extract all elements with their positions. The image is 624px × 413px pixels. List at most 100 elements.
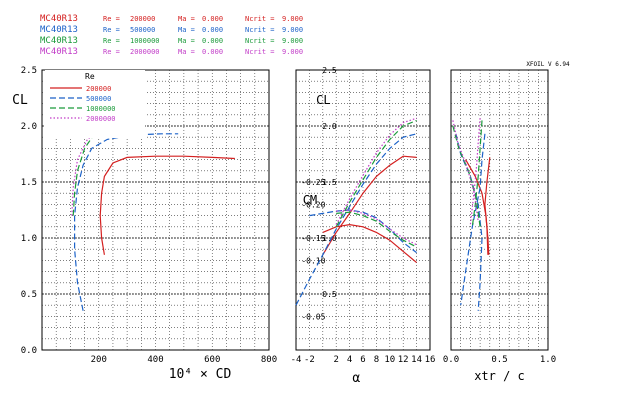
y-tick-label: 0.0 <box>21 346 37 356</box>
header-re-label: Re = <box>103 37 120 45</box>
legend-title: Re <box>85 72 95 81</box>
cm-curve-1000000 <box>336 211 417 248</box>
x-tick-label: 10 <box>384 355 395 365</box>
cl-axis-label: CL <box>316 93 330 107</box>
header-re-value: 500000 <box>130 26 155 34</box>
y-tick-label: 2.0 <box>21 122 37 132</box>
legend-entry: 500000 <box>86 95 111 103</box>
cl-curve-2000000 <box>335 117 417 225</box>
header-airfoil: MC40R13 <box>40 36 78 46</box>
header-ncrit-value: 9.000 <box>282 37 303 45</box>
header-ncrit-value: 9.000 <box>282 48 303 56</box>
x-tick-label: -4 <box>291 355 302 365</box>
header-ncrit-value: 9.000 <box>282 15 303 23</box>
header-ma-value: 0.000 <box>202 15 223 23</box>
cm-tick-label: -0.15 <box>301 234 325 243</box>
run-header: MC40R13 Re = 200000 Ma = 0.000 Ncrit = 9.000 MC… <box>40 14 303 57</box>
x-tick-label: 12 <box>398 355 409 365</box>
legend-entry: 1000000 <box>86 105 116 113</box>
cl-tick-label: 2.0 <box>322 122 337 131</box>
x-tick-label: 14 <box>411 355 422 365</box>
header-ma-label: Ma = <box>178 15 195 23</box>
gridlines <box>451 70 548 350</box>
cl-tick-label: 0.5 <box>322 290 337 299</box>
x-tick-label: 1.0 <box>540 355 556 365</box>
cm-curve-2000000 <box>336 209 417 246</box>
cl-tick-label: 2.5 <box>322 66 337 75</box>
header-ncrit-label: Ncrit = <box>245 48 275 56</box>
legend-box <box>45 70 145 138</box>
header-airfoil: MC40R13 <box>40 14 78 24</box>
x-tick-label: 0.5 <box>491 355 507 365</box>
y-axis-label: CL <box>12 93 28 108</box>
cm-tick-label: -0.25 <box>301 178 325 187</box>
y-tick-label: 1.0 <box>21 234 37 244</box>
cl-curve-200000 <box>322 155 417 256</box>
x-tick-label: 8 <box>374 355 379 365</box>
x-tick-label: 600 <box>204 355 220 365</box>
x-axis-label: xtr / c <box>474 369 525 383</box>
header-re-label: Re = <box>103 48 120 56</box>
transition-lower-2000000 <box>469 118 481 225</box>
cl-tick-label: 1.0 <box>322 234 337 243</box>
transition-lower-500000 <box>460 133 486 306</box>
header-ncrit-label: Ncrit = <box>245 37 275 45</box>
polar-curve-1000000 <box>72 119 133 216</box>
x-tick-label: 2 <box>333 355 338 365</box>
header-re-value: 2000000 <box>130 48 160 56</box>
gridlines <box>42 70 269 350</box>
polar-curve-2000000 <box>71 118 128 216</box>
cl-tick-label: 1.5 <box>322 178 337 187</box>
transition-lower-200000 <box>484 157 491 255</box>
header-re-label: Re = <box>103 15 120 23</box>
y-tick-label: 0.5 <box>21 290 37 300</box>
header-re-value: 1000000 <box>130 37 160 45</box>
transition-upper-200000 <box>465 159 490 255</box>
y-tick-label: 1.5 <box>21 178 37 188</box>
header-ma-label: Ma = <box>178 26 195 34</box>
header-ma-label: Ma = <box>178 48 195 56</box>
x-axis-label: 10⁴ × CD <box>169 367 232 382</box>
transition-upper-500000 <box>455 133 483 311</box>
legend: Re 200000 500000 1000000 2000000 <box>45 70 145 138</box>
x-tick-label: 16 <box>425 355 436 365</box>
x-tick-label: -2 <box>304 355 315 365</box>
header-ma-label: Ma = <box>178 37 195 45</box>
transition-upper-2000000 <box>452 120 479 222</box>
cl-curve-1000000 <box>335 119 417 228</box>
y-tick-label: 2.5 <box>21 66 37 76</box>
transition-panel: 0.0 0.5 1.0 xtr / c <box>443 69 556 383</box>
x-tick-label: 800 <box>261 355 277 365</box>
cl-curve-500000 <box>295 133 417 306</box>
header-re-value: 200000 <box>130 15 155 23</box>
header-ncrit-value: 9.000 <box>282 26 303 34</box>
cm-tick-label: -0.20 <box>301 200 325 209</box>
x-tick-label: 400 <box>147 355 163 365</box>
x-tick-label: 0.0 <box>443 355 459 365</box>
cm-axis-label: CM <box>303 193 317 207</box>
drag-polar-panel: 0.0 0.5 1.0 1.5 2.0 2.5 200 400 600 800 CL 10⁴ × CD <box>12 66 277 382</box>
header-airfoil: MC40R13 <box>40 47 78 57</box>
cm-curve-200000 <box>322 223 417 264</box>
legend-entry: 200000 <box>86 85 111 93</box>
header-airfoil: MC40R13 <box>40 25 78 35</box>
legend-entry: 2000000 <box>86 115 116 123</box>
x-tick-label: 6 <box>360 355 365 365</box>
version-label: XFOIL V 6.94 <box>526 61 570 68</box>
transition-lower-1000000 <box>471 120 483 227</box>
x-tick-label: 4 <box>347 355 352 365</box>
header-ncrit-label: Ncrit = <box>245 15 275 23</box>
cm-tick-label: -0.05 <box>301 312 325 321</box>
x-axis-label: α <box>352 371 360 386</box>
cm-curve-500000 <box>309 209 417 254</box>
lift-moment-panel: -4 -2 2 4 6 8 10 12 14 16 0.5 1.0 1.5 2.0 2.5 -0.05 -0.1… <box>291 66 436 386</box>
polar-curve-200000 <box>99 155 235 255</box>
header-ma-value: 0.000 <box>202 48 223 56</box>
polar-curve-500000 <box>74 133 179 311</box>
header-ncrit-label: Ncrit = <box>245 26 275 34</box>
cm-tick-label: -0.10 <box>301 256 325 265</box>
header-re-label: Re = <box>103 26 120 34</box>
header-ma-value: 0.000 <box>202 26 223 34</box>
